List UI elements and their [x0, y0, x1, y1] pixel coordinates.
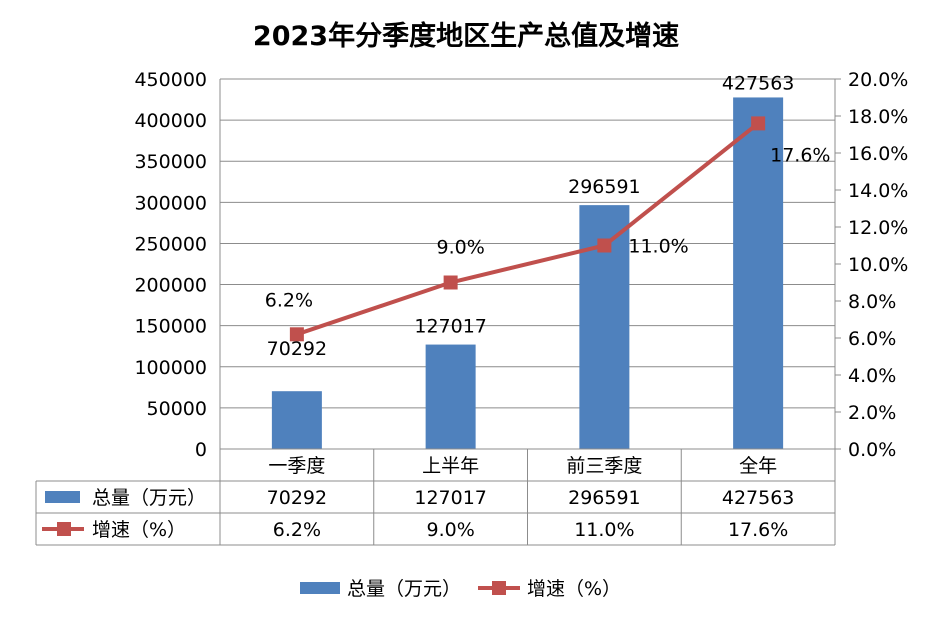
y-right-tick-label: 16.0%: [848, 143, 908, 165]
bar-data-label: 296591: [568, 176, 641, 198]
bar-data-label: 427563: [722, 72, 795, 94]
legend-bar-swatch: [300, 582, 340, 594]
y-left-tick-label: 450000: [134, 69, 207, 91]
y-right-tick-label: 20.0%: [848, 69, 908, 91]
table-cell: 427563: [722, 487, 795, 509]
x-category-label: 一季度: [268, 455, 325, 477]
table-cell: 296591: [568, 487, 641, 509]
line-data-label: 6.2%: [265, 289, 313, 311]
table-key-line-marker: [57, 522, 71, 536]
line-data-label: 17.6%: [770, 144, 830, 166]
bar-data-label: 70292: [267, 338, 327, 360]
y-left-tick-label: 300000: [134, 192, 207, 214]
y-left-tick-label: 50000: [147, 398, 207, 420]
growth-point: [443, 275, 458, 290]
table-cell: 70292: [267, 487, 327, 509]
y-right-tick-label: 4.0%: [848, 365, 896, 387]
line-data-label: 11.0%: [628, 236, 688, 258]
table-cell: 11.0%: [574, 519, 634, 541]
bar: [271, 391, 322, 449]
y-left-tick-label: 0: [195, 439, 207, 461]
y-left-tick-label: 200000: [134, 275, 207, 297]
y-right-tick-label: 12.0%: [848, 217, 908, 239]
x-category-label: 全年: [739, 455, 777, 477]
y-right-tick-label: 8.0%: [848, 291, 896, 313]
y-left-tick-label: 150000: [134, 316, 207, 338]
y-right-tick-label: 10.0%: [848, 254, 908, 276]
y-right-tick-label: 0.0%: [848, 439, 896, 461]
y-left-tick-label: 100000: [134, 357, 207, 379]
line-data-label: 9.0%: [436, 237, 484, 259]
growth-point: [597, 238, 612, 253]
table-cell: 9.0%: [426, 519, 474, 541]
y-right-tick-label: 6.0%: [848, 328, 896, 350]
y-right-tick-label: 14.0%: [848, 180, 908, 202]
table-cell: 17.6%: [728, 519, 788, 541]
table-row-label: 总量（万元）: [92, 487, 206, 509]
table-key-bar-swatch: [45, 491, 80, 503]
bar: [425, 344, 476, 449]
growth-point: [289, 327, 304, 342]
x-category-label: 上半年: [422, 455, 479, 477]
table-cell: 6.2%: [273, 519, 321, 541]
y-left-tick-label: 350000: [134, 151, 207, 173]
y-left-tick-label: 400000: [134, 110, 207, 132]
table-cell: 127017: [414, 487, 487, 509]
y-right-tick-label: 2.0%: [848, 402, 896, 424]
y-right-tick-label: 18.0%: [848, 106, 908, 128]
x-category-label: 前三季度: [566, 455, 642, 477]
growth-line: [296, 121, 760, 337]
bar-data-label: 127017: [414, 316, 487, 338]
chart-title: 2023年分季度地区生产总值及增速: [252, 21, 680, 52]
legend-line-marker: [492, 581, 506, 595]
legend-item-label: 增速（%）: [527, 578, 621, 600]
growth-point: [751, 116, 766, 131]
bar: [733, 97, 784, 450]
y-left-tick-label: 250000: [134, 233, 207, 255]
table-row-label: 增速（%）: [92, 519, 186, 541]
legend-item-label: 总量（万元）: [347, 578, 461, 600]
